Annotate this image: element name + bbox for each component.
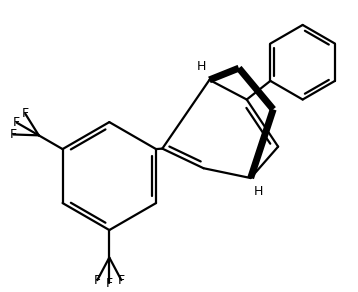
Text: F: F: [22, 107, 29, 120]
Text: F: F: [13, 116, 20, 129]
Text: H: H: [197, 60, 206, 73]
Text: H: H: [254, 185, 263, 198]
Text: F: F: [118, 274, 125, 286]
Text: F: F: [94, 274, 101, 286]
Text: F: F: [10, 128, 17, 141]
Text: F: F: [106, 277, 113, 290]
